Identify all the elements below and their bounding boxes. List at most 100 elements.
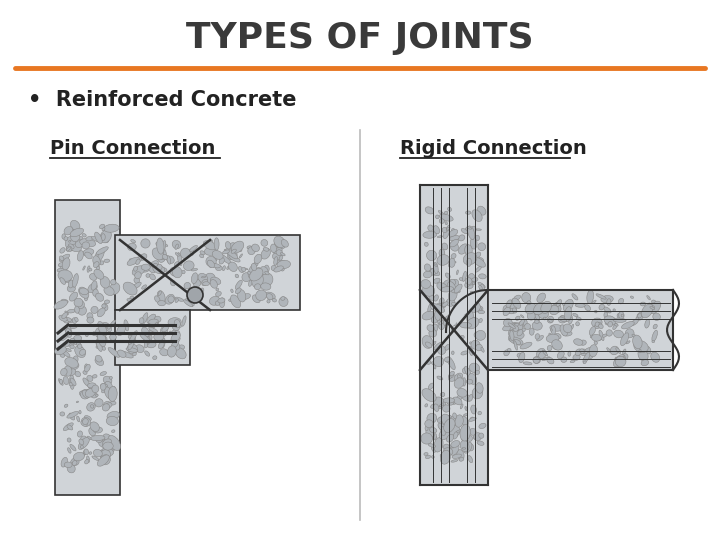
Ellipse shape [202, 279, 208, 286]
Ellipse shape [460, 424, 470, 441]
Ellipse shape [160, 349, 168, 356]
Ellipse shape [275, 260, 287, 265]
Ellipse shape [163, 254, 168, 259]
Ellipse shape [141, 264, 150, 271]
Ellipse shape [96, 252, 101, 259]
Ellipse shape [535, 314, 540, 320]
Ellipse shape [179, 345, 184, 349]
Ellipse shape [477, 441, 484, 446]
Ellipse shape [253, 246, 257, 251]
Ellipse shape [449, 426, 460, 437]
Ellipse shape [137, 256, 141, 262]
Ellipse shape [421, 280, 431, 288]
Ellipse shape [60, 256, 64, 261]
Ellipse shape [111, 280, 116, 285]
Ellipse shape [131, 240, 135, 243]
Ellipse shape [426, 425, 435, 438]
Ellipse shape [439, 321, 444, 325]
Ellipse shape [453, 431, 458, 439]
Ellipse shape [218, 298, 225, 303]
Ellipse shape [202, 276, 206, 278]
Ellipse shape [518, 352, 525, 363]
Ellipse shape [478, 411, 482, 415]
Ellipse shape [96, 339, 104, 348]
Ellipse shape [92, 385, 99, 393]
Ellipse shape [431, 316, 438, 323]
Ellipse shape [464, 280, 473, 288]
Ellipse shape [63, 317, 71, 322]
Ellipse shape [141, 267, 150, 272]
Ellipse shape [468, 373, 477, 384]
Ellipse shape [637, 312, 643, 320]
Ellipse shape [157, 268, 162, 274]
Ellipse shape [252, 244, 259, 252]
Ellipse shape [441, 303, 446, 308]
Ellipse shape [61, 299, 68, 303]
Ellipse shape [91, 435, 105, 441]
Ellipse shape [613, 323, 617, 329]
Ellipse shape [68, 309, 75, 313]
Ellipse shape [599, 305, 604, 310]
Ellipse shape [199, 288, 204, 294]
Ellipse shape [99, 261, 104, 265]
Ellipse shape [67, 425, 73, 430]
Ellipse shape [507, 308, 516, 314]
Ellipse shape [117, 350, 126, 357]
Ellipse shape [479, 423, 486, 429]
Ellipse shape [248, 247, 256, 255]
Ellipse shape [97, 308, 105, 317]
Ellipse shape [649, 301, 661, 314]
Ellipse shape [68, 240, 71, 242]
Ellipse shape [424, 264, 431, 271]
Ellipse shape [108, 387, 117, 401]
Ellipse shape [474, 370, 480, 375]
Ellipse shape [508, 332, 516, 341]
Ellipse shape [626, 329, 634, 338]
Ellipse shape [441, 450, 451, 464]
Ellipse shape [508, 329, 524, 339]
Ellipse shape [470, 417, 474, 420]
Ellipse shape [220, 298, 225, 308]
Ellipse shape [631, 296, 634, 299]
Ellipse shape [471, 340, 480, 349]
Ellipse shape [449, 289, 457, 301]
Ellipse shape [649, 303, 652, 305]
Ellipse shape [452, 446, 454, 448]
Ellipse shape [62, 258, 70, 270]
Ellipse shape [158, 342, 164, 349]
Ellipse shape [274, 256, 278, 265]
Ellipse shape [127, 243, 136, 251]
Ellipse shape [460, 404, 463, 409]
Bar [115, 235, 300, 310]
Ellipse shape [610, 346, 618, 355]
Ellipse shape [226, 249, 238, 259]
Ellipse shape [450, 239, 459, 247]
Ellipse shape [281, 296, 285, 300]
Ellipse shape [254, 284, 261, 290]
Ellipse shape [126, 348, 138, 352]
Ellipse shape [104, 286, 114, 295]
Ellipse shape [68, 369, 76, 375]
Ellipse shape [61, 457, 68, 467]
Ellipse shape [112, 430, 115, 433]
Ellipse shape [158, 291, 161, 295]
Ellipse shape [88, 384, 91, 389]
Ellipse shape [542, 350, 548, 356]
Ellipse shape [451, 228, 455, 232]
Ellipse shape [525, 323, 531, 329]
Ellipse shape [96, 339, 102, 352]
Ellipse shape [95, 355, 102, 362]
Ellipse shape [446, 316, 456, 322]
Ellipse shape [550, 329, 552, 331]
Ellipse shape [71, 232, 80, 241]
Ellipse shape [562, 331, 572, 336]
Ellipse shape [536, 335, 544, 341]
Ellipse shape [522, 293, 531, 303]
Ellipse shape [617, 313, 622, 319]
Ellipse shape [604, 316, 616, 325]
Ellipse shape [452, 321, 456, 326]
Ellipse shape [474, 302, 482, 310]
Ellipse shape [68, 280, 73, 288]
Ellipse shape [63, 376, 69, 384]
Ellipse shape [425, 404, 428, 407]
